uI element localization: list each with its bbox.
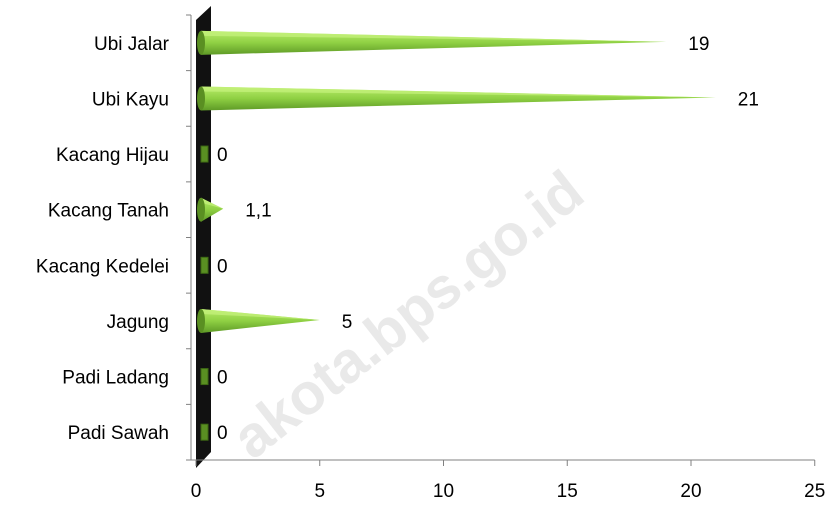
cone-base <box>197 86 205 111</box>
data-label: 0 <box>217 368 228 389</box>
x-tick-label: 10 <box>433 481 454 502</box>
data-label: 0 <box>217 256 228 277</box>
cone-bar-highlight <box>201 197 224 209</box>
bars-layer <box>197 30 716 441</box>
data-label: 0 <box>217 145 228 166</box>
cone-base <box>197 308 205 333</box>
category-label: Kacang Hijau <box>56 145 169 166</box>
category-label: Kacang Tanah <box>48 201 169 222</box>
category-label: Padi Ladang <box>62 368 169 389</box>
category-label: Kacang Kedelei <box>36 256 169 277</box>
data-label: 0 <box>217 423 228 444</box>
x-tick-label: 25 <box>804 481 825 502</box>
data-label: 21 <box>738 89 759 110</box>
zero-bar <box>200 368 209 386</box>
data-label: 19 <box>688 34 709 55</box>
cone-bar-highlight <box>201 30 667 42</box>
zero-bar <box>200 423 209 441</box>
category-label: Jagung <box>107 312 169 333</box>
x-tick-label: 0 <box>191 481 202 502</box>
data-label: 5 <box>342 312 353 333</box>
cone-base <box>197 197 205 222</box>
back-wall <box>196 6 211 468</box>
cone-bar-highlight <box>201 86 716 98</box>
category-label: Padi Sawah <box>68 423 169 444</box>
cone-base <box>197 30 205 55</box>
category-label: Ubi Kayu <box>92 89 169 110</box>
category-label: Ubi Jalar <box>94 34 170 55</box>
zero-bar <box>200 145 209 163</box>
watermark: akota.bps.go.id <box>220 158 595 471</box>
axis-layer <box>186 6 816 468</box>
labels-layer: 0 5 10 15 20 25 Padi Sawah 0 Padi Ladang 0 Jagung 5… <box>36 34 825 502</box>
cone-bar-highlight <box>201 308 320 320</box>
data-label: 1,1 <box>245 201 271 222</box>
x-tick-label: 20 <box>680 481 701 502</box>
x-tick-label: 15 <box>557 481 578 502</box>
x-tick-label: 5 <box>314 481 325 502</box>
zero-bar <box>200 256 209 274</box>
